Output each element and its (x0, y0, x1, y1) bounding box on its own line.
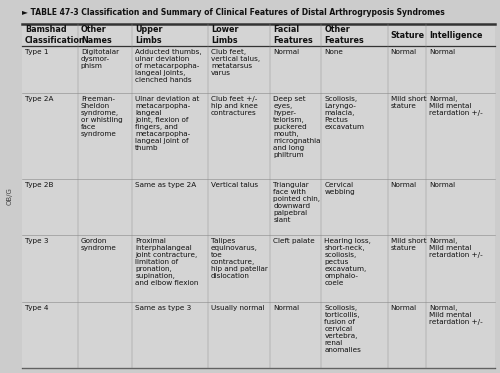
Text: Lower
Limbs: Lower Limbs (211, 25, 238, 44)
Text: Normal: Normal (430, 49, 456, 55)
Text: Same as type 2A: Same as type 2A (135, 182, 196, 188)
Text: ► TABLE 47-3 Classification and Summary of Clinical Features of Distal Arthrogry: ► TABLE 47-3 Classification and Summary … (22, 8, 445, 17)
Text: OB/G: OB/G (7, 187, 13, 205)
Text: Mild short
stature: Mild short stature (390, 238, 426, 251)
Text: Other
Features: Other Features (324, 25, 364, 44)
Text: Normal,
Mild mental
retardation +/-: Normal, Mild mental retardation +/- (430, 305, 483, 325)
Text: Freeman-
Sheldon
syndrome,
or whistling
face
syndrome: Freeman- Sheldon syndrome, or whistling … (81, 96, 122, 137)
Text: Talipes
equinovarus,
toe
contracture,
hip and patellar
dislocation: Talipes equinovarus, toe contracture, hi… (211, 238, 268, 279)
Text: Proximal
interphalangeal
joint contracture,
limitation of
pronation,
supination,: Proximal interphalangeal joint contractu… (135, 238, 198, 286)
Text: Stature: Stature (390, 31, 425, 40)
Text: Normal: Normal (390, 305, 417, 311)
Text: Hearing loss,
short-neck,
scoliosis,
pectus
excavatum,
omphalo-
coele: Hearing loss, short-neck, scoliosis, pec… (324, 238, 372, 286)
Text: Normal: Normal (274, 305, 299, 311)
Text: Adducted thumbs,
ulnar deviation
of metacarpopha-
langeal joints,
clenched hands: Adducted thumbs, ulnar deviation of meta… (135, 49, 202, 83)
Text: Same as type 3: Same as type 3 (135, 305, 192, 311)
Text: Vertical talus: Vertical talus (211, 182, 258, 188)
Text: Intelligence: Intelligence (430, 31, 483, 40)
Text: Cervical
webbing: Cervical webbing (324, 182, 355, 195)
Text: Usually normal: Usually normal (211, 305, 264, 311)
Text: Normal,
Mild mental
retardation +/-: Normal, Mild mental retardation +/- (430, 238, 483, 258)
Text: Normal: Normal (390, 182, 417, 188)
Text: Scoliosis,
torticollis,
fusion of
cervical
vertebra,
renal
anomalies: Scoliosis, torticollis, fusion of cervic… (324, 305, 362, 353)
Text: Type 4: Type 4 (25, 305, 48, 311)
Text: Upper
Limbs: Upper Limbs (135, 25, 162, 44)
Text: Digitotalar
dysmor-
phism: Digitotalar dysmor- phism (81, 49, 119, 69)
Text: Club feet +/-
hip and knee
contractures: Club feet +/- hip and knee contractures (211, 96, 258, 116)
Text: Type 3: Type 3 (25, 238, 48, 244)
Text: Deep set
eyes,
hyper-
telorism,
puckered
mouth,
micrognathia
and long
philtrum: Deep set eyes, hyper- telorism, puckered… (274, 96, 321, 159)
Text: None: None (324, 49, 344, 55)
Text: Club feet,
vertical talus,
metatarsus
varus: Club feet, vertical talus, metatarsus va… (211, 49, 260, 76)
Text: Cleft palate: Cleft palate (274, 238, 315, 244)
Text: Type 1: Type 1 (25, 49, 48, 55)
Text: Normal: Normal (430, 182, 456, 188)
Text: Ulnar deviation at
metacarpopha-
langeal
joint, flexion of
fingers, and
metacarp: Ulnar deviation at metacarpopha- langeal… (135, 96, 200, 151)
Text: Normal: Normal (390, 49, 417, 55)
Text: Type 2B: Type 2B (25, 182, 54, 188)
Text: Bamshad
Classification: Bamshad Classification (25, 25, 86, 44)
Text: Normal,
Mild mental
retardation +/-: Normal, Mild mental retardation +/- (430, 96, 483, 116)
Text: Mild short
stature: Mild short stature (390, 96, 426, 109)
Text: Triangular
face with
pointed chin,
downward
palpebral
slant: Triangular face with pointed chin, downw… (274, 182, 320, 223)
Text: Facial
Features: Facial Features (274, 25, 313, 44)
Text: Scoliosis,
Laryngo-
malacia,
Pectus
excavatum: Scoliosis, Laryngo- malacia, Pectus exca… (324, 96, 364, 130)
Text: Other
Names: Other Names (81, 25, 112, 44)
Text: Type 2A: Type 2A (25, 96, 54, 102)
Text: Normal: Normal (274, 49, 299, 55)
Text: Gordon
syndrome: Gordon syndrome (81, 238, 116, 251)
